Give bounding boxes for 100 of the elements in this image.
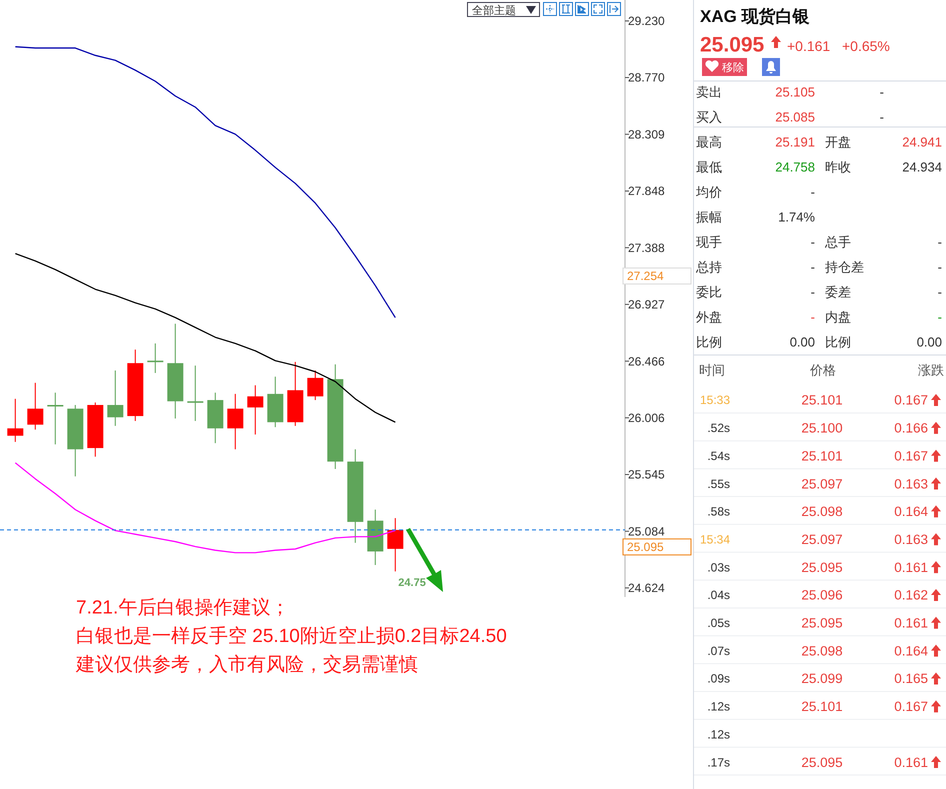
text: - [938, 260, 942, 275]
y-tick-label: 26.466 [628, 354, 666, 368]
line-series [14, 252, 396, 423]
text: 25.085 [775, 110, 815, 125]
text: 25.097 [801, 476, 843, 492]
text: 买入 [696, 110, 722, 125]
text: 建议仅供参考，入市有风险，交易需谨慎 [75, 654, 418, 676]
text: 0.00 [916, 334, 942, 350]
text: 25.101 [801, 392, 843, 408]
text: 0.165 [894, 671, 928, 686]
text: +0.161 [787, 38, 830, 54]
text: 白银也是一样反手空 25.10附近空止损0.2目标24.50 [76, 625, 507, 648]
text: 25.099 [801, 671, 843, 686]
text: .54s [707, 448, 730, 463]
text: 0.167 [894, 699, 928, 714]
text: 昨收 [825, 160, 851, 175]
y-tick-label: 24.624 [628, 581, 666, 596]
text: 价格 [809, 362, 836, 378]
text: .09s [707, 672, 730, 686]
text: 0.164 [894, 643, 928, 658]
text: 25.095 [801, 616, 843, 631]
ref-line-label: 25.095 [627, 540, 664, 554]
text: 25.098 [801, 504, 843, 520]
text: +0.65% [842, 38, 890, 54]
text: .07s [707, 644, 730, 658]
text: 移除 [722, 62, 744, 74]
text: 0.163 [894, 532, 928, 547]
text: 0.167 [894, 448, 928, 464]
text: 0.161 [894, 560, 928, 575]
text: - [938, 234, 942, 250]
text: - [810, 234, 815, 250]
text: 振幅 [696, 210, 722, 225]
y-tick-label: 26.927 [628, 298, 666, 312]
text: 15:33 [700, 393, 730, 408]
text: 现手 [696, 234, 722, 250]
text: 卖出 [696, 84, 722, 100]
text: 开盘 [825, 134, 851, 150]
text: 25.096 [801, 588, 843, 603]
text: 0.164 [894, 504, 928, 520]
annotation: 24.75 [398, 577, 426, 590]
text: 0.167 [894, 392, 928, 408]
text: 最低 [696, 160, 722, 175]
text: 15:34 [700, 532, 730, 546]
text: 25.191 [775, 134, 815, 150]
y-tick-label: 27.848 [628, 184, 666, 198]
text: .17s [707, 755, 730, 770]
text: 委比 [696, 284, 722, 300]
text: 总持 [695, 260, 722, 275]
text: 0.161 [894, 616, 928, 631]
text: 0.166 [894, 420, 928, 436]
candlestick [47, 392, 64, 445]
text: XAG 现货白银 [700, 6, 811, 26]
candlestick [147, 342, 164, 374]
text: - [938, 310, 942, 325]
text: 0.162 [894, 588, 928, 603]
text: 均价 [695, 184, 722, 200]
candlestick [7, 398, 24, 442]
y-tick-label: 26.006 [628, 410, 666, 425]
text: 25.095 [801, 754, 843, 770]
text: 24.758 [775, 160, 815, 175]
text: 25.095 [700, 33, 765, 56]
y-tick-label: 25.084 [628, 524, 666, 538]
text: - [810, 284, 815, 300]
text: 总手 [824, 234, 851, 250]
text: 0.163 [894, 476, 928, 492]
text: - [810, 184, 815, 200]
text: 比例 [696, 334, 722, 350]
text: - [810, 260, 815, 275]
candlestick [247, 384, 264, 436]
text: 时间 [699, 362, 725, 378]
text: .05s [707, 616, 730, 630]
text: 24.941 [902, 134, 942, 150]
text: .12s [707, 700, 730, 714]
text: 25.101 [801, 448, 843, 464]
text: 25.098 [801, 643, 843, 658]
text: 涨跌 [918, 362, 944, 378]
text: 25.105 [775, 84, 815, 100]
candlestick [107, 370, 124, 426]
text: 25.097 [801, 532, 843, 547]
text: .12s [707, 727, 730, 742]
text: 比例 [825, 334, 851, 350]
text: 25.100 [801, 420, 843, 436]
line-series [14, 46, 396, 318]
text: 7.21.午后白银操作建议； [76, 596, 290, 619]
text: 1.74% [778, 210, 816, 225]
text: .03s [707, 560, 730, 574]
text: 24.934 [902, 160, 942, 175]
text: .04s [707, 588, 730, 602]
y-tick-label: 28.770 [628, 70, 666, 85]
text: 0.00 [790, 334, 815, 350]
y-tick-label: 27.388 [628, 240, 666, 255]
text: 外盘 [696, 310, 722, 325]
text: 27.254 [627, 269, 664, 284]
candlestick [27, 382, 44, 430]
text: .52s [707, 421, 730, 436]
y-tick-label: 25.545 [628, 468, 666, 482]
text: - [938, 284, 942, 300]
text: 内盘 [825, 310, 851, 325]
text: .58s [707, 504, 730, 519]
text: 全部主题 [472, 4, 516, 17]
